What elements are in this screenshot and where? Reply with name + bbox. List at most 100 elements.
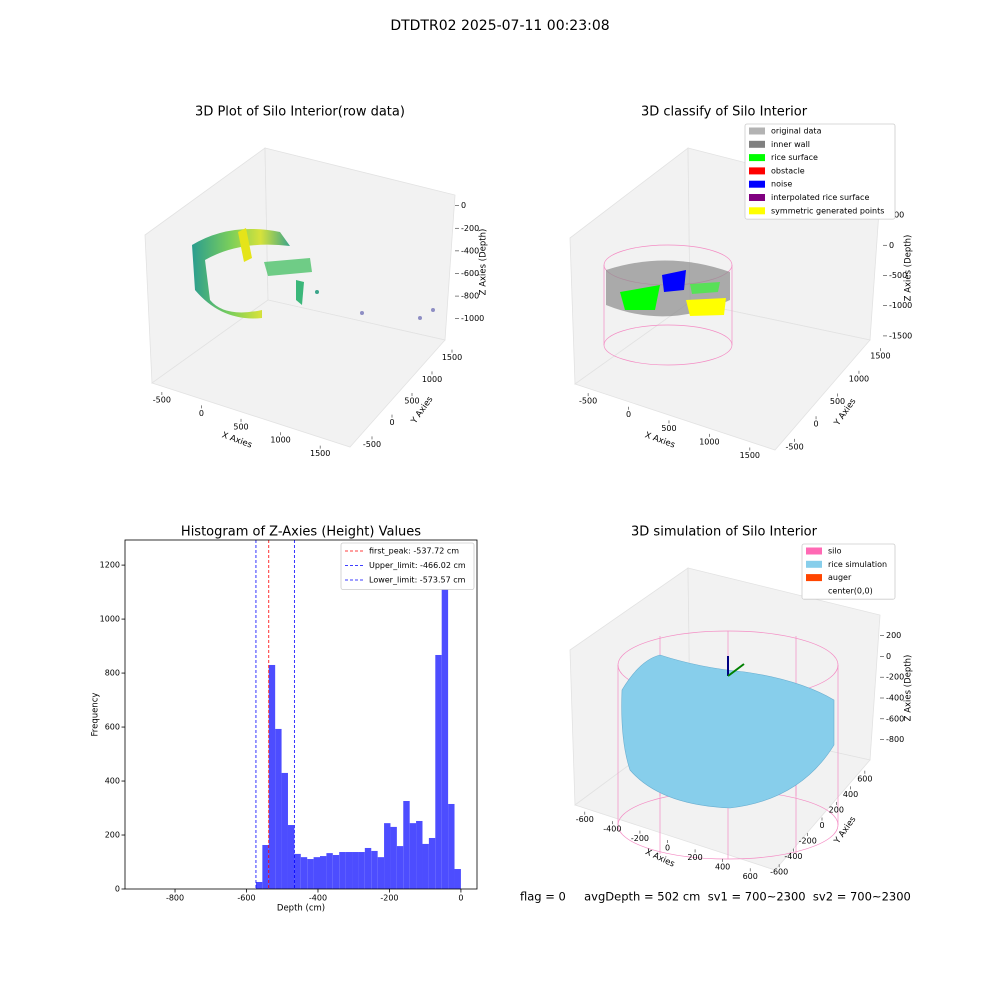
panel1-cloud (192, 228, 435, 320)
bar (409, 823, 417, 889)
bar (300, 857, 308, 889)
bar (307, 859, 314, 889)
z-tick-label: -200 (886, 673, 904, 682)
z-tick-label: -1000 (461, 314, 484, 323)
x-tick-label: -500 (579, 397, 597, 406)
bar (454, 869, 461, 889)
z-tick-label: -600 (886, 714, 904, 723)
y-tick-label: 1500 (442, 353, 462, 362)
plot-frame (124, 539, 478, 890)
legend-box (744, 123, 896, 220)
suptitle: DTDTR02 2025-07-11 00:23:08 (390, 18, 609, 34)
z-axis-label: Z Axies (Depth) (904, 655, 914, 722)
legend-label: Lower_limit: -573.57 cm (369, 576, 466, 585)
y-tick-label: 800 (105, 669, 120, 678)
x-axis-label: X Axies (643, 430, 676, 450)
x-tick-label: -200 (380, 894, 398, 903)
legend-swatch (749, 127, 765, 135)
legend-label: rice surface (771, 153, 818, 162)
z-tick-label: 0 (886, 652, 891, 661)
y-tick-label: 200 (105, 831, 120, 840)
y-tick-label: -600 (770, 868, 788, 877)
x-tick-label: 1000 (270, 436, 290, 445)
y-tick-label: 0 (819, 821, 824, 830)
legend-swatch (749, 140, 765, 148)
legend-label: rice simulation (828, 560, 887, 569)
y-tick-label: 400 (843, 790, 858, 799)
bar (390, 826, 397, 889)
x-tick-label: 1000 (699, 437, 719, 446)
x-tick-label: -600 (237, 894, 255, 903)
bar (281, 772, 288, 889)
legend-label: original data (771, 127, 822, 136)
legend-swatch (749, 207, 765, 215)
legend-swatch (806, 547, 822, 555)
legend-label: first_peak: -537.72 cm (369, 547, 459, 556)
x-tick-label: 0 (199, 409, 204, 418)
bar (262, 845, 269, 889)
y-tick-label: -500 (363, 440, 381, 449)
bar (396, 846, 404, 889)
bar (287, 825, 295, 889)
y-tick-label: 1000 (422, 375, 442, 384)
x-tick-label: 0 (458, 894, 463, 903)
legend-box (801, 543, 896, 600)
x-tick-label: -600 (576, 815, 594, 824)
x-tick-label: 200 (687, 853, 702, 862)
bar (403, 801, 410, 889)
z-tick-label: -600 (461, 269, 479, 278)
x-tick-label: 1500 (310, 449, 330, 458)
x-tick-label: -400 (309, 894, 327, 903)
x-tick-label: -200 (631, 834, 649, 843)
bar (255, 881, 263, 889)
legend-label: Upper_limit: -466.02 cm (369, 561, 466, 570)
y-tick-label: 600 (105, 723, 120, 732)
panel4-sim (617, 630, 839, 860)
y-tick-label: -500 (786, 442, 804, 451)
z-tick-label: -400 (886, 694, 904, 703)
z-tick-label: -800 (461, 292, 479, 301)
footer-text: flag = 0 avgDepth = 502 cm sv1 = 700~230… (520, 890, 911, 904)
bar (448, 803, 455, 889)
chart-title: 3D Plot of Silo Interior(row data) (195, 105, 405, 120)
legend-label: center(0,0) (828, 586, 873, 595)
x-tick-label: -800 (166, 894, 184, 903)
x-tick-label: -500 (153, 396, 171, 405)
z-tick-label: -400 (461, 246, 479, 255)
bar (345, 852, 353, 889)
bar (339, 852, 346, 889)
y-tick-label: 0 (813, 420, 818, 429)
legend-label: noise (771, 180, 792, 189)
x-tick-label: 1500 (740, 451, 760, 460)
bar (441, 561, 449, 889)
legend-swatch (806, 560, 822, 568)
y-axis-label: Frequency (91, 693, 101, 737)
bar (435, 654, 442, 889)
bar (428, 837, 436, 889)
bar (371, 850, 378, 889)
legend-swatch (806, 574, 822, 582)
panel2-cloud (603, 244, 733, 366)
z-tick-label: 0 (461, 201, 466, 210)
legend-swatch (806, 587, 822, 595)
z-tick-label: 500 (889, 211, 904, 220)
y-tick-label: 1000 (100, 615, 120, 624)
legend-label: interpolated rice surface (771, 193, 869, 202)
x-axis-label: X Axies (220, 430, 253, 450)
y-tick-label: 200 (829, 805, 844, 814)
y-tick-label: 1000 (849, 374, 869, 383)
z-tick-label: 200 (886, 631, 901, 640)
y-tick-label: 0 (389, 418, 394, 427)
legend-label: silo (828, 547, 842, 556)
y-tick-label: 600 (857, 774, 872, 783)
x-tick-label: 400 (715, 862, 730, 871)
legend-box (340, 542, 475, 590)
legend-swatch (749, 167, 765, 175)
bar (358, 852, 365, 889)
z-tick-label: -200 (461, 224, 479, 233)
z-tick-label: -500 (889, 271, 907, 280)
y-tick-label: 1500 (870, 352, 890, 361)
bar (268, 664, 276, 889)
legend-swatch (749, 154, 765, 162)
